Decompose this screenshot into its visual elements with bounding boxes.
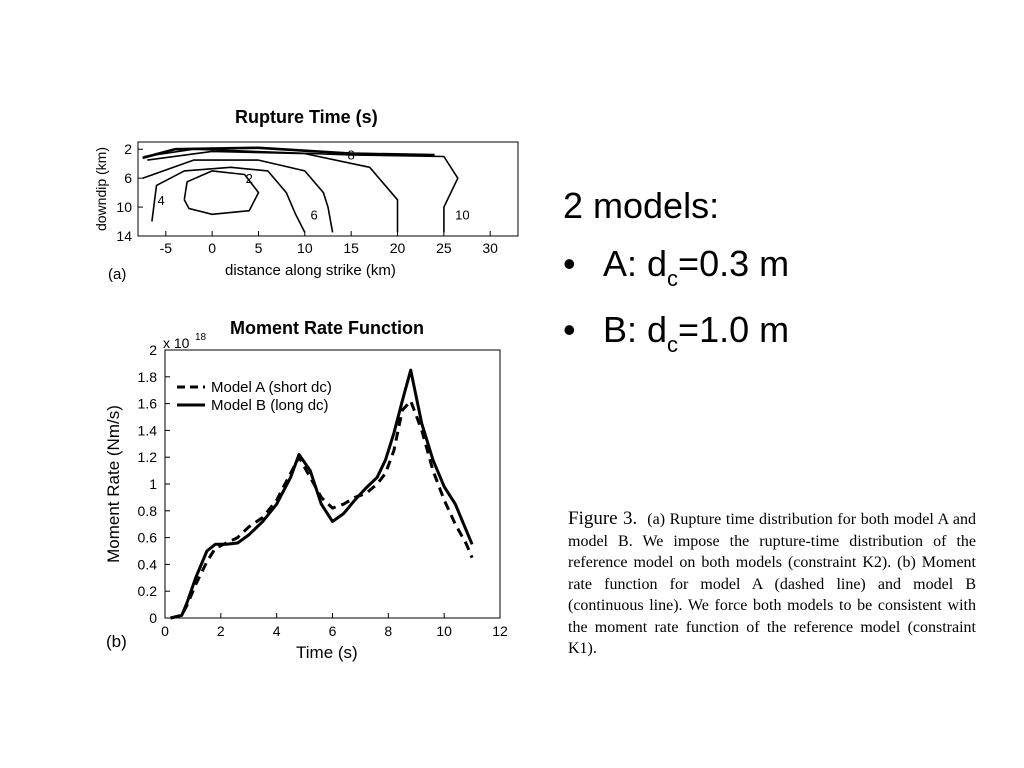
y-scale-exponent: 18 <box>195 332 207 343</box>
x-tick-label: 15 <box>343 240 359 256</box>
bullet-icon: • <box>563 243 576 284</box>
figure-caption-text: (a) Rupture time distribution for both m… <box>568 511 976 657</box>
model-b-prefix: B: d <box>603 309 668 350</box>
moment-rate-chart: 0 2 4 6 8 10 12 0 0.2 0.4 0.6 0.8 1 1.2 1.4 1.6 1.8 2 x 10… <box>104 332 508 639</box>
contour-label: 8 <box>348 147 355 162</box>
chart-a-xlabel: distance along strike (km) <box>225 262 396 279</box>
y-scale-label: x 10 <box>163 335 190 351</box>
y-tick-label: 2 <box>149 342 157 358</box>
y-tick-label: 14 <box>116 228 132 244</box>
model-list: 2 models: • A: dc=0.3 m • B: dc=1.0 m <box>563 188 789 378</box>
chart-a-panel-label: (a) <box>108 266 127 283</box>
contour-label: 4 <box>158 193 165 208</box>
contour-label: 10 <box>455 207 469 222</box>
y-axis-label: downdip (km) <box>93 147 109 231</box>
series-model-b-line <box>170 368 474 620</box>
model-b-value: =1.0 m <box>678 309 790 350</box>
contour-line <box>147 150 399 233</box>
figure-label: Figure 3. <box>568 508 638 529</box>
x-tick-label: -5 <box>160 240 173 256</box>
x-tick-label: 2 <box>217 623 225 639</box>
y-tick-label: 6 <box>124 170 132 186</box>
legend-entry: Model B (long dc) <box>211 397 329 414</box>
model-list-heading: 2 models: <box>563 185 720 226</box>
chart-b-panel-label: (b) <box>106 632 127 651</box>
x-tick-label: 0 <box>161 623 169 639</box>
y-tick-label: 0 <box>149 610 157 626</box>
model-a-value: =0.3 m <box>678 243 790 284</box>
y-tick-label: 0.8 <box>138 503 158 519</box>
chart-a-title: Rupture Time (s) <box>235 107 378 127</box>
contour-line <box>183 170 260 216</box>
y-tick-label: 1.8 <box>138 369 158 385</box>
model-b-subscript: c <box>667 332 679 357</box>
contour-line <box>142 159 334 233</box>
y-tick-label: 0.2 <box>138 583 158 599</box>
figure-caption: Figure 3. (a) Rupture time distribution f… <box>568 508 976 660</box>
model-a-item: • A: dc=0.3 m <box>563 246 789 290</box>
bullet-icon: • <box>563 309 576 350</box>
x-tick-label: 0 <box>208 240 216 256</box>
y-axis-label: Moment Rate (Nm/s) <box>104 405 123 563</box>
chart-b-xlabel: Time (s) <box>296 643 358 662</box>
y-tick-label: 0.6 <box>138 530 158 546</box>
contour-label: 2 <box>246 171 253 186</box>
contour-line <box>151 166 306 233</box>
contour-label: 6 <box>310 207 317 222</box>
x-tick-label: 12 <box>492 623 508 639</box>
y-tick-label: 1 <box>149 476 157 492</box>
legend-entry: Model A (short dc) <box>211 379 332 396</box>
y-tick-label: 10 <box>116 199 132 215</box>
chart-b-title: Moment Rate Function <box>230 318 424 338</box>
x-tick-label: 6 <box>329 623 337 639</box>
model-b-item: • B: dc=1.0 m <box>563 312 789 356</box>
x-tick-label: 8 <box>384 623 392 639</box>
x-tick-label: 10 <box>436 623 452 639</box>
x-tick-label: 4 <box>273 623 281 639</box>
y-tick-label: 1.2 <box>138 449 158 465</box>
series-model-a-line <box>170 399 474 620</box>
y-tick-label: 2 <box>124 141 132 157</box>
rupture-time-chart: -5 0 5 10 15 20 25 30 2 6 10 14 downdip (km) 2 4 6 8 10 <box>93 141 519 256</box>
y-tick-label: 0.4 <box>138 556 158 572</box>
x-tick-label: 5 <box>255 240 263 256</box>
y-tick-label: 1.6 <box>138 396 158 412</box>
x-tick-label: 10 <box>297 240 313 256</box>
model-a-prefix: A: d <box>603 243 668 284</box>
y-tick-label: 1.4 <box>138 422 158 438</box>
x-tick-label: 25 <box>436 240 452 256</box>
x-tick-label: 30 <box>482 240 498 256</box>
model-a-subscript: c <box>667 266 679 291</box>
fault-top-edge <box>142 146 435 160</box>
plot-frame <box>137 141 519 237</box>
x-tick-label: 20 <box>390 240 406 256</box>
